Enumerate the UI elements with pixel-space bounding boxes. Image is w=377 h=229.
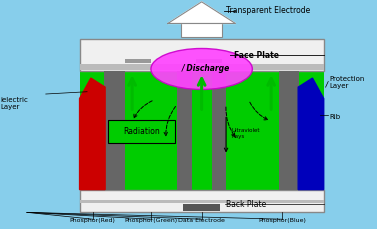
Polygon shape bbox=[80, 78, 105, 190]
Text: Data Electrode: Data Electrode bbox=[178, 218, 225, 223]
Bar bbox=[80, 200, 324, 203]
Text: Phosphor(Green): Phosphor(Green) bbox=[124, 218, 178, 223]
Bar bbox=[181, 23, 222, 37]
Bar bbox=[80, 71, 324, 190]
Bar bbox=[80, 64, 324, 70]
Bar bbox=[183, 204, 221, 211]
Text: Phosphor(Red): Phosphor(Red) bbox=[70, 218, 116, 223]
Bar bbox=[104, 71, 125, 190]
Bar bbox=[80, 39, 324, 71]
Text: Face Plate: Face Plate bbox=[234, 51, 279, 60]
Text: / Discharge: / Discharge bbox=[181, 65, 230, 74]
Text: Phosphor(Blue): Phosphor(Blue) bbox=[259, 218, 307, 223]
Bar bbox=[80, 190, 324, 212]
FancyBboxPatch shape bbox=[108, 120, 175, 143]
Text: Back Plate: Back Plate bbox=[226, 200, 266, 209]
Polygon shape bbox=[168, 2, 236, 23]
Bar bbox=[279, 71, 299, 190]
Bar bbox=[125, 59, 151, 63]
Text: Ultraviolet
Rays: Ultraviolet Rays bbox=[232, 128, 260, 139]
Text: Rib: Rib bbox=[329, 114, 340, 120]
Ellipse shape bbox=[151, 49, 252, 90]
Text: Protection
Layer: Protection Layer bbox=[329, 76, 365, 89]
Text: ielectric
Layer: ielectric Layer bbox=[1, 97, 29, 110]
Bar bbox=[196, 59, 222, 63]
Text: Transparent Electrode: Transparent Electrode bbox=[226, 6, 310, 15]
Polygon shape bbox=[298, 78, 324, 190]
Bar bbox=[177, 71, 192, 190]
Bar bbox=[212, 71, 227, 190]
Text: Radiation: Radiation bbox=[123, 127, 160, 136]
